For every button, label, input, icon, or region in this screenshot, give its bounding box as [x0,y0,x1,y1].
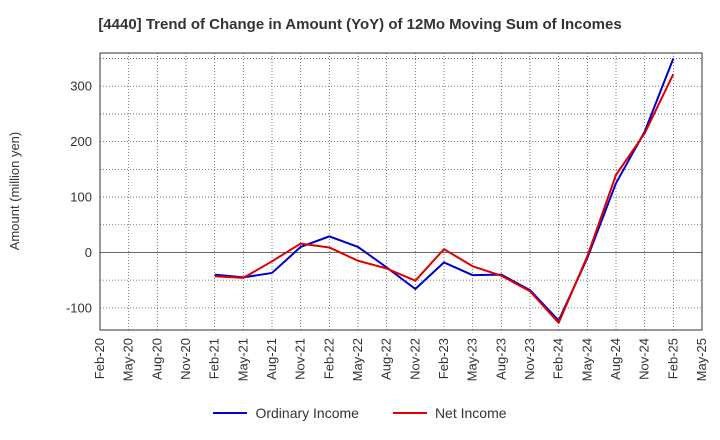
plot-border [99,52,703,331]
x-tick-label: Feb-23 [436,338,451,379]
x-tick-label: Nov-22 [407,338,422,380]
legend-item-net-income: Net Income [392,405,507,421]
x-tick-label: Feb-25 [665,338,680,379]
legend-item-ordinary-income: Ordinary Income [213,405,359,421]
grid [99,53,703,330]
x-tick-label: May-21 [235,338,250,381]
legend: Ordinary Income Net Income [0,405,720,421]
x-tick-label: Feb-20 [92,338,107,379]
series-line-ordinary-income [214,58,675,322]
x-tick-label: Nov-20 [178,338,193,380]
x-tick-label: May-25 [694,338,709,381]
x-tick-label: Feb-21 [207,338,222,379]
chart-title: [4440] Trend of Change in Amount (YoY) o… [98,16,622,33]
x-tick-label: Aug-23 [493,338,508,380]
x-tick-label: Nov-23 [522,338,537,380]
y-tick-label: 200 [70,134,92,149]
x-tick-label: Aug-20 [149,338,164,380]
y-tick-label: 0 [85,245,92,260]
y-axis-title: Amount (million yen) [7,132,22,251]
x-tick-label: Feb-24 [551,338,566,379]
y-tick-label: 100 [70,190,92,205]
axes: Feb-20 May-20 Aug-20 Nov-20 Feb-21 May-21 Aug-… [66,52,709,381]
x-tick-label: Nov-24 [637,338,652,380]
x-tick-label: May-24 [579,338,594,381]
x-tick-label: May-20 [121,338,136,381]
legend-label-net-income: Net Income [434,405,507,421]
x-tick-label: Aug-21 [264,338,279,380]
x-tick-label: Aug-24 [608,338,623,380]
series-lines [214,58,675,324]
y-tick-label: -100 [66,300,92,315]
x-tick-label: Nov-21 [293,338,308,380]
legend-swatch-net-income [392,412,427,414]
x-tick-label: Aug-22 [379,338,394,380]
y-tick-label: 300 [70,79,92,94]
series-line-net-income [214,73,675,324]
legend-label-ordinary-income: Ordinary Income [255,405,359,421]
legend-swatch-ordinary-income [213,412,248,414]
x-tick-label: May-22 [350,338,365,381]
x-tick-label: Feb-22 [321,338,336,379]
x-tick-label: May-23 [465,338,480,381]
